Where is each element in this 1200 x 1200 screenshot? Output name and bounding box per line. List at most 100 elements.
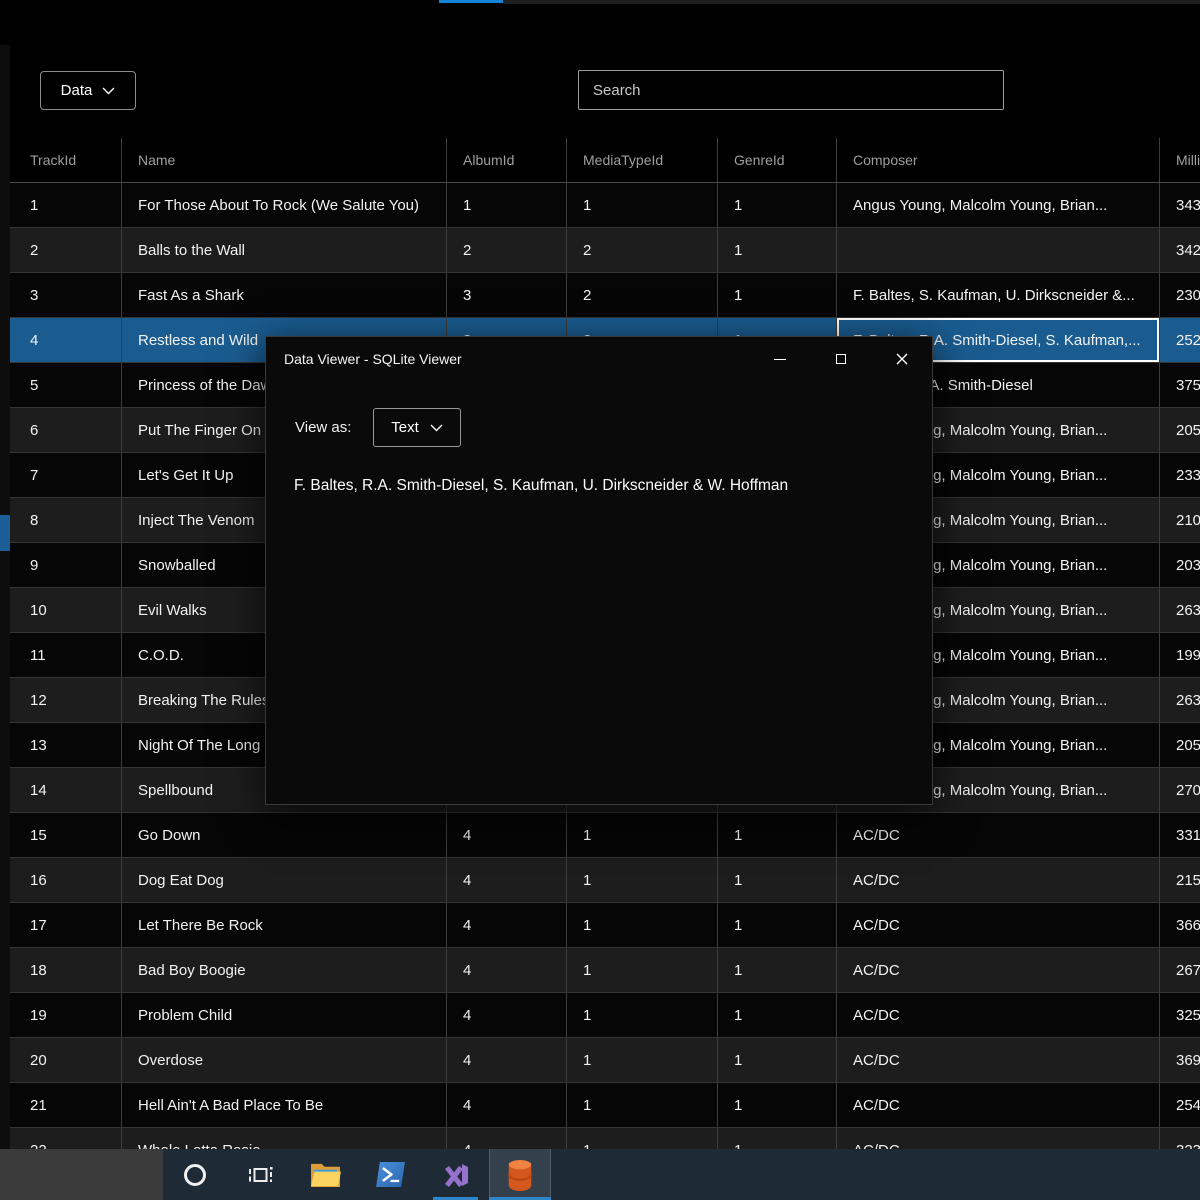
- sqlite-viewer-button[interactable]: [489, 1149, 551, 1200]
- cell-ms[interactable]: 375: [1176, 376, 1200, 394]
- cell-composer[interactable]: AC/DC: [837, 1083, 1160, 1127]
- cell-track[interactable]: 7: [10, 453, 122, 497]
- cell-track[interactable]: 8: [10, 498, 122, 542]
- cell-album[interactable]: 4: [447, 1038, 567, 1082]
- cell-album[interactable]: 4: [447, 858, 567, 902]
- cell-track[interactable]: 12: [10, 678, 122, 722]
- table-row[interactable]: 16 Dog Eat Dog 4 1 1 AC/DC 215: [10, 858, 1200, 903]
- cell-ms[interactable]: 267: [1176, 961, 1200, 979]
- cell-name[interactable]: For Those About To Rock (We Salute You): [122, 183, 447, 227]
- table-row[interactable]: 1 For Those About To Rock (We Salute You)…: [10, 183, 1200, 228]
- cell-ms[interactable]: 203: [1176, 556, 1200, 574]
- cell-ms[interactable]: 331: [1176, 826, 1200, 844]
- cell-genre[interactable]: 1: [718, 1038, 837, 1082]
- cell-ms[interactable]: 263: [1176, 601, 1200, 619]
- cell-album[interactable]: 3: [447, 273, 567, 317]
- cell-album[interactable]: 2: [447, 228, 567, 272]
- cell-name[interactable]: Dog Eat Dog: [122, 858, 447, 902]
- table-row[interactable]: 18 Bad Boy Boogie 4 1 1 AC/DC 267: [10, 948, 1200, 993]
- cell-track[interactable]: 2: [10, 228, 122, 272]
- task-view-button[interactable]: [229, 1149, 291, 1200]
- table-row[interactable]: 2 Balls to the Wall 2 2 1 342: [10, 228, 1200, 273]
- powershell-button[interactable]: [359, 1149, 421, 1200]
- cell-ms[interactable]: 343: [1176, 196, 1200, 214]
- cell-media[interactable]: 1: [567, 858, 718, 902]
- cell-name[interactable]: Balls to the Wall: [122, 228, 447, 272]
- maximize-button[interactable]: [810, 337, 871, 381]
- cell-track[interactable]: 11: [10, 633, 122, 677]
- cell-name[interactable]: Bad Boy Boogie: [122, 948, 447, 992]
- cell-ms[interactable]: 342: [1176, 241, 1200, 259]
- cell-track[interactable]: 17: [10, 903, 122, 947]
- visual-studio-button[interactable]: [424, 1149, 486, 1200]
- cell-genre[interactable]: 1: [718, 813, 837, 857]
- cell-track[interactable]: 10: [10, 588, 122, 632]
- cell-ms[interactable]: 210: [1176, 511, 1200, 529]
- cell-composer[interactable]: AC/DC: [837, 813, 1160, 857]
- dialog-titlebar[interactable]: Data Viewer - SQLite Viewer: [266, 337, 932, 381]
- cell-genre[interactable]: 1: [718, 228, 837, 272]
- cell-track[interactable]: 15: [10, 813, 122, 857]
- cell-track[interactable]: 18: [10, 948, 122, 992]
- table-row[interactable]: 15 Go Down 4 1 1 AC/DC 331: [10, 813, 1200, 858]
- cell-composer[interactable]: AC/DC: [837, 993, 1160, 1037]
- cell-track[interactable]: 19: [10, 993, 122, 1037]
- cell-media[interactable]: 1: [567, 1083, 718, 1127]
- cell-ms[interactable]: 205: [1176, 421, 1200, 439]
- cell-track[interactable]: 13: [10, 723, 122, 767]
- cell-media[interactable]: 2: [567, 273, 718, 317]
- cell-track[interactable]: 4: [10, 318, 122, 362]
- cell-album[interactable]: 4: [447, 813, 567, 857]
- cell-track[interactable]: 21: [10, 1083, 122, 1127]
- cell-genre[interactable]: 1: [718, 183, 837, 227]
- cell-media[interactable]: 1: [567, 813, 718, 857]
- cell-media[interactable]: 1: [567, 903, 718, 947]
- cell-track[interactable]: 9: [10, 543, 122, 587]
- cell-track[interactable]: 14: [10, 768, 122, 812]
- column-header-track[interactable]: TrackId: [10, 138, 122, 182]
- cell-composer[interactable]: Angus Young, Malcolm Young, Brian...: [837, 183, 1160, 227]
- cell-ms[interactable]: 366: [1176, 916, 1200, 934]
- cell-ms[interactable]: 230: [1176, 286, 1200, 304]
- cell-name[interactable]: Fast As a Shark: [122, 273, 447, 317]
- cell-name[interactable]: Problem Child: [122, 993, 447, 1037]
- cell-ms[interactable]: 233: [1176, 466, 1200, 484]
- table-row[interactable]: 17 Let There Be Rock 4 1 1 AC/DC 366: [10, 903, 1200, 948]
- cell-composer[interactable]: AC/DC: [837, 948, 1160, 992]
- table-row[interactable]: 3 Fast As a Shark 3 2 1 F. Baltes, S. Kaufman…: [10, 273, 1200, 318]
- cell-track[interactable]: 20: [10, 1038, 122, 1082]
- cell-genre[interactable]: 1: [718, 948, 837, 992]
- column-header-genre[interactable]: GenreId: [718, 138, 837, 182]
- cell-name[interactable]: Overdose: [122, 1038, 447, 1082]
- column-header-name[interactable]: Name: [122, 138, 447, 182]
- column-header-composer[interactable]: Composer: [837, 138, 1160, 182]
- cell-ms[interactable]: 369: [1176, 1051, 1200, 1069]
- cell-album[interactable]: 4: [447, 1083, 567, 1127]
- cell-media[interactable]: 1: [567, 948, 718, 992]
- table-row[interactable]: 20 Overdose 4 1 1 AC/DC 369: [10, 1038, 1200, 1083]
- cell-media[interactable]: 1: [567, 1038, 718, 1082]
- cell-name[interactable]: Hell Ain't A Bad Place To Be: [122, 1083, 447, 1127]
- column-header-media[interactable]: MediaTypeId: [567, 138, 718, 182]
- cell-track[interactable]: 16: [10, 858, 122, 902]
- close-button[interactable]: [871, 337, 932, 381]
- cell-media[interactable]: 2: [567, 228, 718, 272]
- cell-composer[interactable]: [837, 228, 1160, 272]
- cell-composer[interactable]: AC/DC: [837, 1038, 1160, 1082]
- minimize-button[interactable]: [749, 337, 810, 381]
- cell-genre[interactable]: 1: [718, 903, 837, 947]
- cell-composer[interactable]: AC/DC: [837, 858, 1160, 902]
- cell-album[interactable]: 4: [447, 948, 567, 992]
- view-mode-dropdown[interactable]: Text: [373, 408, 461, 447]
- table-selector-dropdown[interactable]: Data: [40, 71, 136, 110]
- cell-ms[interactable]: 205: [1176, 736, 1200, 754]
- column-header-ms[interactable]: Milliseconds: [1176, 152, 1200, 168]
- file-explorer-button[interactable]: [294, 1149, 356, 1200]
- cell-album[interactable]: 4: [447, 993, 567, 1037]
- cell-ms[interactable]: 325: [1176, 1006, 1200, 1024]
- cell-media[interactable]: 1: [567, 183, 718, 227]
- cell-genre[interactable]: 1: [718, 858, 837, 902]
- cell-ms[interactable]: 252: [1176, 331, 1200, 349]
- cortana-button[interactable]: [164, 1149, 226, 1200]
- cell-composer[interactable]: AC/DC: [837, 903, 1160, 947]
